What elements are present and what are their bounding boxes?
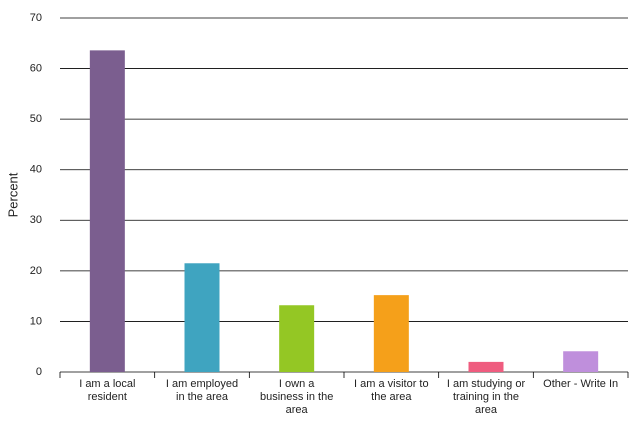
y-axis-label: Percent — [5, 172, 20, 217]
bar — [468, 361, 504, 372]
bar — [89, 50, 125, 372]
x-tick-label: Other - Write In — [543, 378, 619, 390]
bar — [563, 351, 599, 372]
x-tick-label: I am a visitor to the area — [354, 378, 429, 403]
y-tick-label: 0 — [36, 366, 42, 378]
y-tick-label: 50 — [30, 113, 42, 125]
x-tick-label: I am employed in the area — [165, 378, 239, 403]
y-tick-label: 40 — [30, 164, 42, 176]
bar — [184, 263, 220, 372]
bar — [279, 305, 315, 372]
bar — [373, 295, 409, 372]
y-tick-label: 10 — [30, 315, 42, 327]
y-tick-label: 20 — [30, 265, 42, 277]
y-tick-label: 60 — [30, 62, 42, 74]
y-tick-label: 70 — [30, 12, 42, 24]
y-tick-label: 30 — [30, 214, 42, 226]
x-tick-label: I am studying or training in the area — [446, 378, 526, 416]
x-tick-label: I am a local resident — [79, 378, 136, 403]
x-tick-label: I own a business in the area — [259, 378, 334, 416]
